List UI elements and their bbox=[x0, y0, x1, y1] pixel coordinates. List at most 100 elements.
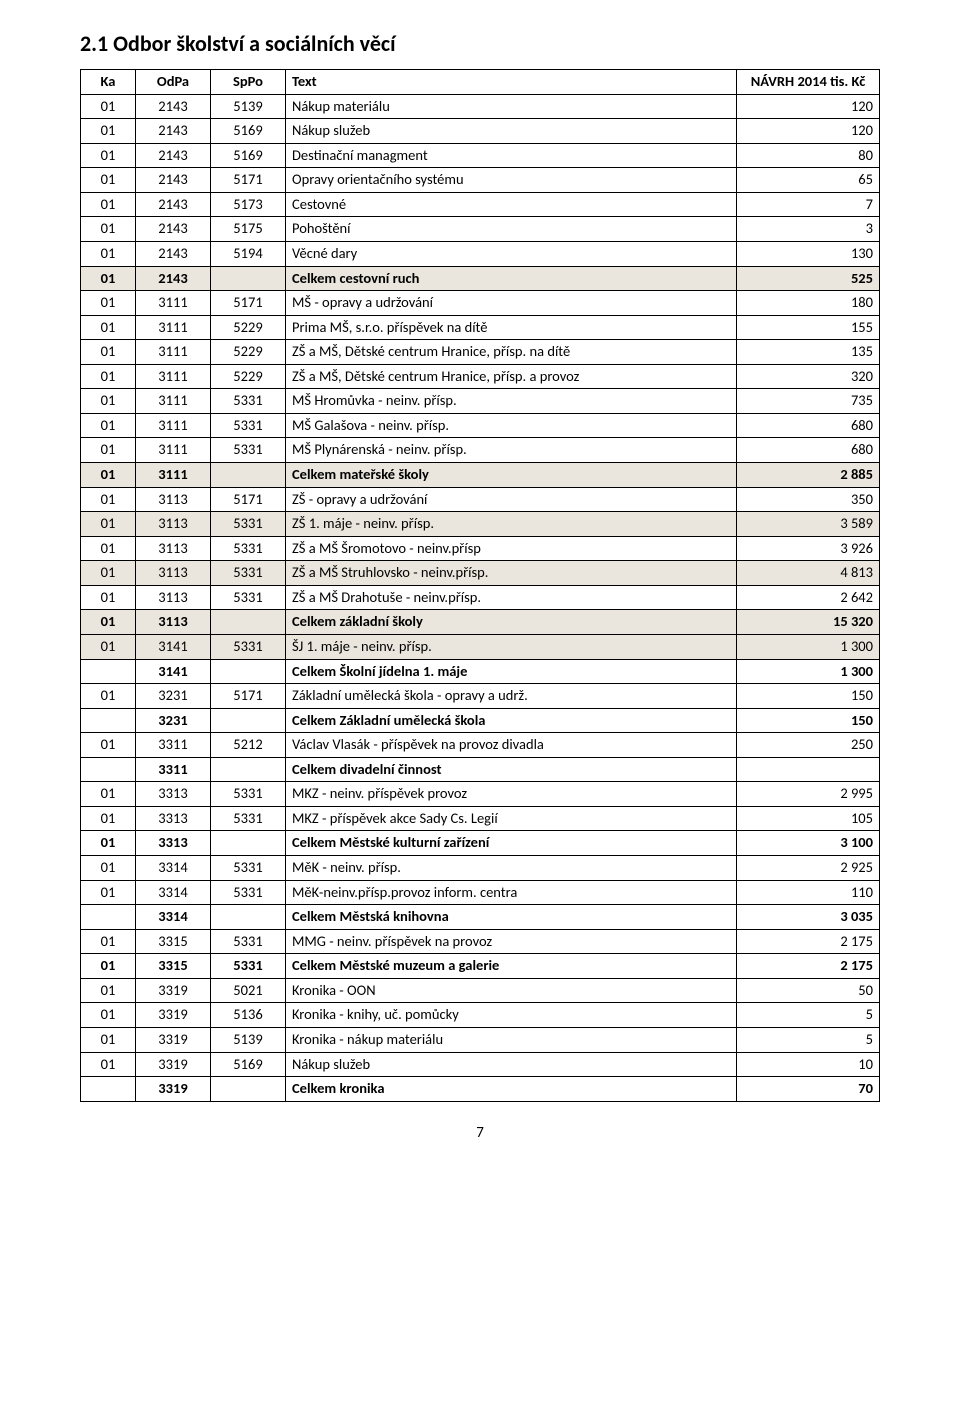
cell-sppo: 5171 bbox=[211, 684, 286, 709]
cell-text: Kronika - nákup materiálu bbox=[286, 1027, 737, 1052]
cell-sppo: 5331 bbox=[211, 634, 286, 659]
cell-val: 65 bbox=[737, 168, 880, 193]
cell-text: Celkem mateřské školy bbox=[286, 463, 737, 488]
table-body: 0121435139Nákup materiálu1200121435169Ná… bbox=[81, 94, 880, 1101]
cell-text: MŠ Hromůvka - neinv. přísp. bbox=[286, 389, 737, 414]
cell-odpa: 3231 bbox=[136, 684, 211, 709]
cell-sppo: 5139 bbox=[211, 94, 286, 119]
cell-ka: 01 bbox=[81, 315, 136, 340]
cell-sppo: 5331 bbox=[211, 389, 286, 414]
cell-sppo: 5175 bbox=[211, 217, 286, 242]
cell-val: 2 175 bbox=[737, 929, 880, 954]
cell-odpa: 3315 bbox=[136, 954, 211, 979]
cell-ka: 01 bbox=[81, 413, 136, 438]
table-row: 0131135331ZŠ a MŠ Šromotovo - neinv.přís… bbox=[81, 536, 880, 561]
cell-text: Celkem cestovní ruch bbox=[286, 266, 737, 291]
cell-text: Celkem Školní jídelna 1. máje bbox=[286, 659, 737, 684]
cell-text: Kronika - knihy, uč. pomůcky bbox=[286, 1003, 737, 1028]
cell-val: 150 bbox=[737, 708, 880, 733]
table-row: 013113Celkem základní školy15 320 bbox=[81, 610, 880, 635]
cell-val bbox=[737, 757, 880, 782]
cell-ka: 01 bbox=[81, 978, 136, 1003]
cell-sppo: 5331 bbox=[211, 438, 286, 463]
cell-odpa: 3111 bbox=[136, 413, 211, 438]
cell-ka: 01 bbox=[81, 94, 136, 119]
col-header-text: Text bbox=[286, 70, 737, 95]
cell-ka: 01 bbox=[81, 733, 136, 758]
cell-odpa: 3113 bbox=[136, 585, 211, 610]
table-row: 0131135331ZŠ a MŠ Drahotuše - neinv.přís… bbox=[81, 585, 880, 610]
cell-sppo: 5331 bbox=[211, 561, 286, 586]
cell-odpa: 3111 bbox=[136, 340, 211, 365]
cell-ka: 01 bbox=[81, 168, 136, 193]
cell-val: 15 320 bbox=[737, 610, 880, 635]
table-row: 0121435169Destinační managment80 bbox=[81, 143, 880, 168]
cell-val: 2 885 bbox=[737, 463, 880, 488]
cell-text: ZŠ a MŠ Struhlovsko - neinv.přísp. bbox=[286, 561, 737, 586]
cell-odpa: 2143 bbox=[136, 266, 211, 291]
cell-ka: 01 bbox=[81, 217, 136, 242]
cell-sppo: 5169 bbox=[211, 119, 286, 144]
cell-val: 5 bbox=[737, 1027, 880, 1052]
table-row: 3141Celkem Školní jídelna 1. máje1 300 bbox=[81, 659, 880, 684]
cell-sppo: 5021 bbox=[211, 978, 286, 1003]
cell-sppo: 5331 bbox=[211, 954, 286, 979]
cell-odpa: 3314 bbox=[136, 856, 211, 881]
cell-ka: 01 bbox=[81, 487, 136, 512]
cell-text: Celkem Městská knihovna bbox=[286, 905, 737, 930]
cell-val: 320 bbox=[737, 364, 880, 389]
cell-ka: 01 bbox=[81, 610, 136, 635]
cell-odpa: 3113 bbox=[136, 487, 211, 512]
cell-val: 155 bbox=[737, 315, 880, 340]
cell-odpa: 2143 bbox=[136, 143, 211, 168]
cell-val: 3 100 bbox=[737, 831, 880, 856]
cell-odpa: 2143 bbox=[136, 94, 211, 119]
cell-sppo: 5136 bbox=[211, 1003, 286, 1028]
cell-ka: 01 bbox=[81, 119, 136, 144]
cell-text: Věcné dary bbox=[286, 241, 737, 266]
cell-val: 250 bbox=[737, 733, 880, 758]
cell-odpa: 3319 bbox=[136, 1052, 211, 1077]
cell-val: 735 bbox=[737, 389, 880, 414]
table-row: 0131115229ZŠ a MŠ, Dětské centrum Hranic… bbox=[81, 340, 880, 365]
cell-text: Celkem Městské muzeum a galerie bbox=[286, 954, 737, 979]
cell-odpa: 2143 bbox=[136, 241, 211, 266]
cell-odpa: 3314 bbox=[136, 905, 211, 930]
cell-val: 150 bbox=[737, 684, 880, 709]
cell-sppo: 5331 bbox=[211, 880, 286, 905]
cell-sppo: 5331 bbox=[211, 929, 286, 954]
cell-ka bbox=[81, 757, 136, 782]
cell-val: 1 300 bbox=[737, 659, 880, 684]
cell-ka: 01 bbox=[81, 512, 136, 537]
cell-val: 7 bbox=[737, 192, 880, 217]
table-row: 3319Celkem kronika70 bbox=[81, 1077, 880, 1102]
cell-val: 50 bbox=[737, 978, 880, 1003]
table-row: 0121435169Nákup služeb120 bbox=[81, 119, 880, 144]
cell-text: Základní umělecká škola - opravy a udrž. bbox=[286, 684, 737, 709]
cell-text: ZŠ a MŠ Drahotuše - neinv.přísp. bbox=[286, 585, 737, 610]
cell-ka: 01 bbox=[81, 266, 136, 291]
cell-odpa: 3319 bbox=[136, 978, 211, 1003]
cell-val: 3 bbox=[737, 217, 880, 242]
cell-text: MěK-neinv.přísp.provoz inform. centra bbox=[286, 880, 737, 905]
cell-val: 80 bbox=[737, 143, 880, 168]
cell-odpa: 3311 bbox=[136, 757, 211, 782]
cell-text: Celkem kronika bbox=[286, 1077, 737, 1102]
section-title: 2.1 Odbor školství a sociálních věcí bbox=[80, 30, 880, 57]
cell-odpa: 3113 bbox=[136, 536, 211, 561]
cell-ka bbox=[81, 905, 136, 930]
table-row: 0131115229ZŠ a MŠ, Dětské centrum Hranic… bbox=[81, 364, 880, 389]
cell-ka bbox=[81, 659, 136, 684]
cell-odpa: 3319 bbox=[136, 1027, 211, 1052]
cell-odpa: 3319 bbox=[136, 1077, 211, 1102]
cell-val: 120 bbox=[737, 94, 880, 119]
cell-ka: 01 bbox=[81, 585, 136, 610]
cell-ka bbox=[81, 708, 136, 733]
cell-sppo: 5169 bbox=[211, 1052, 286, 1077]
cell-ka: 01 bbox=[81, 1052, 136, 1077]
table-row: 0121435171Opravy orientačního systému65 bbox=[81, 168, 880, 193]
table-row: 0131135331ZŠ a MŠ Struhlovsko - neinv.př… bbox=[81, 561, 880, 586]
cell-text: MěK - neinv. přísp. bbox=[286, 856, 737, 881]
cell-text: ZŠ a MŠ, Dětské centrum Hranice, přísp. … bbox=[286, 364, 737, 389]
table-row: 0131135331ZŠ 1. máje - neinv. přísp.3 58… bbox=[81, 512, 880, 537]
